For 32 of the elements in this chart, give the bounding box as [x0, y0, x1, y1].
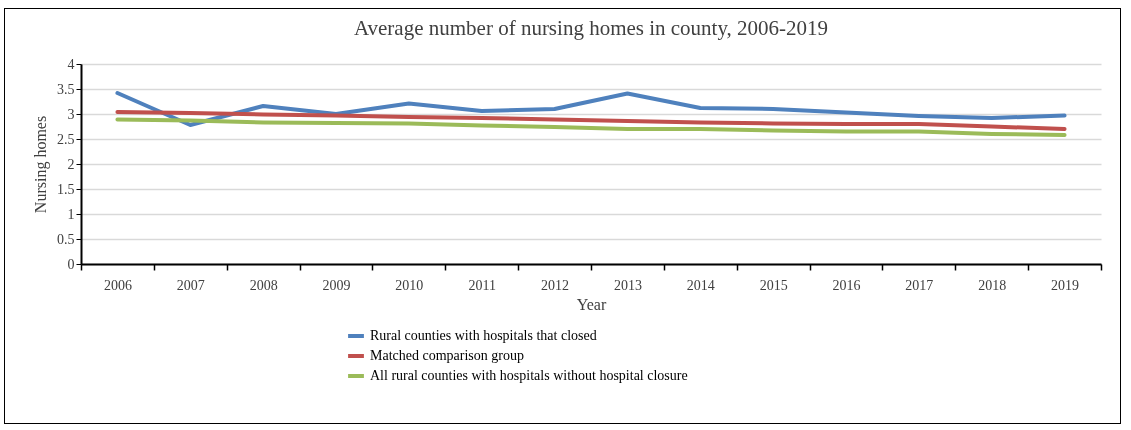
- y-tick-label: 2: [67, 156, 75, 172]
- x-tick-label: 2013: [613, 277, 642, 293]
- y-tick-label: 4: [67, 56, 75, 72]
- x-tick-label: 2006: [103, 277, 132, 293]
- y-tick-label: 3.5: [57, 81, 75, 97]
- line-series: [115, 117, 1067, 137]
- x-tick-label: 2014: [686, 277, 715, 293]
- y-axis-title: Nursing homes: [32, 115, 50, 214]
- x-tick-label: 2016: [832, 277, 861, 293]
- chart-title: Average number of nursing homes in county, 2006-2019: [353, 16, 829, 40]
- x-tick-label: 2011: [468, 277, 496, 293]
- x-tick-label: 2010: [395, 277, 424, 293]
- line-series: [115, 91, 1067, 127]
- y-tick-label: 1: [67, 206, 75, 222]
- y-tick-label: 2.5: [57, 131, 75, 147]
- x-tick-label: 2015: [759, 277, 788, 293]
- x-axis-title: Year: [576, 295, 607, 313]
- line-series: [115, 110, 1067, 131]
- legend-label: Rural counties with hospitals that closed: [370, 328, 597, 343]
- y-tick-label: 3: [67, 106, 75, 122]
- legend-label: All rural counties with hospitals without hospital closure: [370, 368, 688, 383]
- y-tick-label: 1.5: [57, 181, 75, 197]
- x-tick-label: 2018: [978, 277, 1007, 293]
- x-tick-label: 2008: [249, 277, 278, 293]
- x-tick-label: 2019: [1051, 277, 1080, 293]
- x-tick-label: 2007: [176, 277, 205, 293]
- x-tick-label: 2017: [905, 277, 934, 293]
- y-tick-label: 0.5: [57, 231, 75, 247]
- x-tick-label: 2009: [322, 277, 351, 293]
- legend-label: Matched comparison group: [370, 348, 524, 363]
- x-tick-label: 2012: [541, 277, 570, 293]
- y-tick-label: 0: [67, 256, 75, 272]
